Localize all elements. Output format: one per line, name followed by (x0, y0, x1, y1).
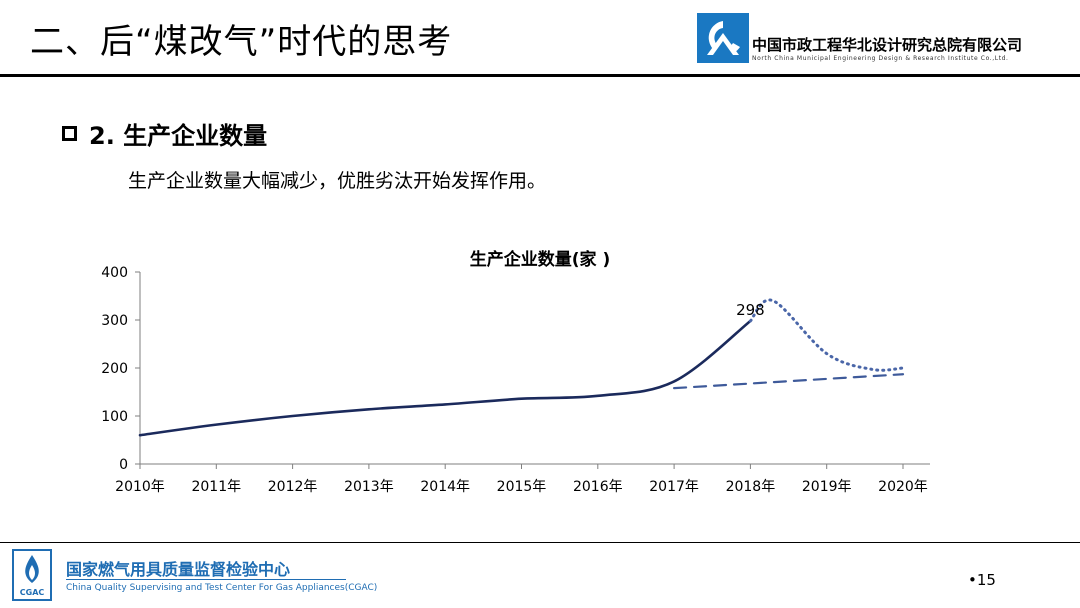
y-tick-label: 100 (101, 409, 128, 425)
series-line-dashed (673, 373, 905, 390)
y-tick-label: 0 (119, 457, 128, 473)
line-chart: 生产企业数量(家 ) 0 100 200 300 400 2010年 2011年 2012年 2… (101, 249, 930, 495)
series-line-solid (138, 319, 752, 437)
org-name: 中国市政工程华北设计研究总院有限公司 (752, 36, 1023, 54)
data-label: 298 (736, 301, 765, 319)
slide-title: 二、后“煤改气”时代的思考 (30, 22, 453, 62)
center-name-en: China Quality Supervising and Test Cente… (66, 583, 378, 593)
cgac-logo-text: CGAC (20, 588, 45, 597)
square-bullet-icon (62, 126, 77, 141)
institute-logo-icon (697, 13, 749, 63)
page-number: •15 (968, 571, 996, 589)
center-name-underline (66, 579, 346, 580)
org-name-en: North China Municipal Engineering Design… (752, 55, 1009, 62)
x-tick-label: 2014年 (420, 479, 470, 495)
x-tick-label: 2015年 (497, 479, 547, 495)
header-divider (0, 74, 1080, 77)
y-tick-label: 200 (101, 361, 128, 377)
series-line-dotted (748, 298, 905, 372)
section-title: 2. 生产企业数量 (89, 122, 268, 150)
y-tick-label: 300 (101, 313, 128, 329)
x-tick-label: 2018年 (726, 479, 776, 495)
x-tick-label: 2010年 (115, 479, 165, 495)
x-tick-label: 2012年 (268, 479, 318, 495)
center-name: 国家燃气用具质量监督检验中心 (66, 560, 291, 579)
x-tick-label: 2020年 (878, 479, 928, 495)
cgac-logo-icon: CGAC (12, 549, 52, 601)
x-tick-label: 2017年 (649, 479, 699, 495)
x-tick-label: 2016年 (573, 479, 623, 495)
y-tick-label: 400 (101, 265, 128, 281)
x-tick-label: 2011年 (191, 479, 241, 495)
section-heading: 2. 生产企业数量 (62, 116, 267, 151)
x-tick-label: 2013年 (344, 479, 394, 495)
section-description: 生产企业数量大幅减少，优胜劣汰开始发挥作用。 (128, 170, 547, 192)
footer-divider (0, 542, 1080, 543)
chart-title: 生产企业数量(家 ) (470, 249, 610, 270)
x-tick-label: 2019年 (802, 479, 852, 495)
